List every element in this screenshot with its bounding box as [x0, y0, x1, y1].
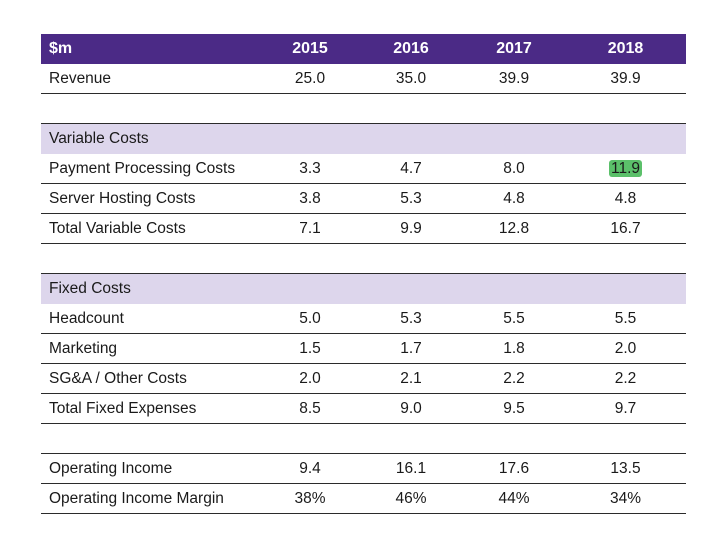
- row-value: 38%: [294, 489, 326, 507]
- row-value: 3.8: [299, 189, 321, 207]
- row-label: Revenue: [49, 69, 112, 87]
- row-label: Total Variable Costs: [49, 219, 186, 237]
- row-label: Marketing: [49, 339, 118, 357]
- row-value: 13.5: [610, 459, 641, 477]
- header-year-2015: 2015: [292, 40, 328, 57]
- highlighted-value: 11.9: [608, 159, 643, 177]
- row-value: 9.5: [503, 399, 525, 417]
- row-value: 5.5: [614, 309, 637, 327]
- row-value: 17.6: [498, 459, 530, 477]
- row-value: 1.5: [299, 339, 321, 357]
- row-value: 11.9: [565, 159, 686, 178]
- row-label: Headcount: [49, 309, 124, 327]
- row-label: Server Hosting Costs: [49, 189, 196, 207]
- row-value: 9.4: [299, 459, 321, 477]
- table-row-total-fixed: Total Fixed Expenses 8.5 9.0 9.5 9.7: [41, 394, 686, 424]
- table-spacer: [41, 244, 686, 274]
- table-spacer: [41, 94, 686, 124]
- row-value: 4.8: [503, 189, 525, 207]
- header-year-2017: 2017: [496, 40, 532, 57]
- table-row: Payment Processing Costs 3.3 4.7 8.0 11.…: [41, 154, 686, 184]
- financial-table: $m 2015 2016 2017 2018 Revenue 25.0 35.0…: [41, 34, 686, 514]
- row-value: 2.1: [400, 369, 422, 387]
- row-value: 2.0: [299, 369, 321, 387]
- row-value: 34%: [609, 489, 642, 507]
- table-row-revenue: Revenue 25.0 35.0 39.9 39.9: [41, 64, 686, 94]
- row-value: 5.3: [400, 309, 422, 327]
- row-value: 25.0: [294, 69, 326, 87]
- row-value: 9.7: [614, 399, 637, 417]
- row-value: 4.8: [614, 189, 637, 207]
- row-value: 1.7: [400, 339, 422, 357]
- row-value: 5.5: [503, 309, 525, 327]
- row-value: 9.9: [400, 219, 422, 237]
- table-row-operating-margin: Operating Income Margin 38% 46% 44% 34%: [41, 484, 686, 514]
- row-label: SG&A / Other Costs: [49, 369, 187, 387]
- row-value: 8.5: [299, 399, 321, 417]
- row-value: 3.3: [299, 159, 321, 177]
- table-row: SG&A / Other Costs 2.0 2.1 2.2 2.2: [41, 364, 686, 394]
- row-value: 44%: [498, 489, 530, 507]
- section-header-variable-costs: Variable Costs: [41, 124, 686, 154]
- section-header-fixed-costs: Fixed Costs: [41, 274, 686, 304]
- table-header-row: $m 2015 2016 2017 2018: [41, 34, 686, 64]
- row-value: 2.0: [614, 339, 637, 357]
- table-row-total-variable: Total Variable Costs 7.1 9.9 12.8 16.7: [41, 214, 686, 244]
- header-unit-label: $m: [49, 40, 73, 57]
- header-year-2018: 2018: [607, 40, 644, 57]
- table-row: Server Hosting Costs 3.8 5.3 4.8 4.8: [41, 184, 686, 214]
- row-value: 4.7: [400, 159, 422, 177]
- section-title: Fixed Costs: [49, 280, 131, 297]
- row-value: 35.0: [395, 69, 427, 87]
- row-label: Total Fixed Expenses: [49, 399, 197, 417]
- row-value: 16.7: [610, 219, 641, 237]
- row-value: 39.9: [498, 69, 530, 87]
- table-row: Headcount 5.0 5.3 5.5 5.5: [41, 304, 686, 334]
- row-value: 2.2: [503, 369, 525, 387]
- row-value: 9.0: [400, 399, 422, 417]
- row-value: 5.3: [400, 189, 422, 207]
- row-value: 46%: [395, 489, 427, 507]
- row-value: 5.0: [299, 309, 321, 327]
- table-row: Marketing 1.5 1.7 1.8 2.0: [41, 334, 686, 364]
- table-row-operating-income: Operating Income 9.4 16.1 17.6 13.5: [41, 454, 686, 484]
- row-value: 8.0: [503, 159, 525, 177]
- row-value: 2.2: [614, 369, 637, 387]
- row-value: 39.9: [610, 69, 641, 87]
- header-year-2016: 2016: [393, 40, 429, 57]
- row-value: 7.1: [299, 219, 321, 237]
- row-value: 12.8: [498, 219, 530, 237]
- row-value: 1.8: [503, 339, 525, 357]
- row-label: Operating Income: [49, 459, 173, 477]
- table-spacer: [41, 424, 686, 454]
- row-value: 16.1: [395, 459, 427, 477]
- section-title: Variable Costs: [49, 130, 149, 147]
- row-label: Operating Income Margin: [49, 489, 224, 507]
- row-label: Payment Processing Costs: [49, 159, 236, 177]
